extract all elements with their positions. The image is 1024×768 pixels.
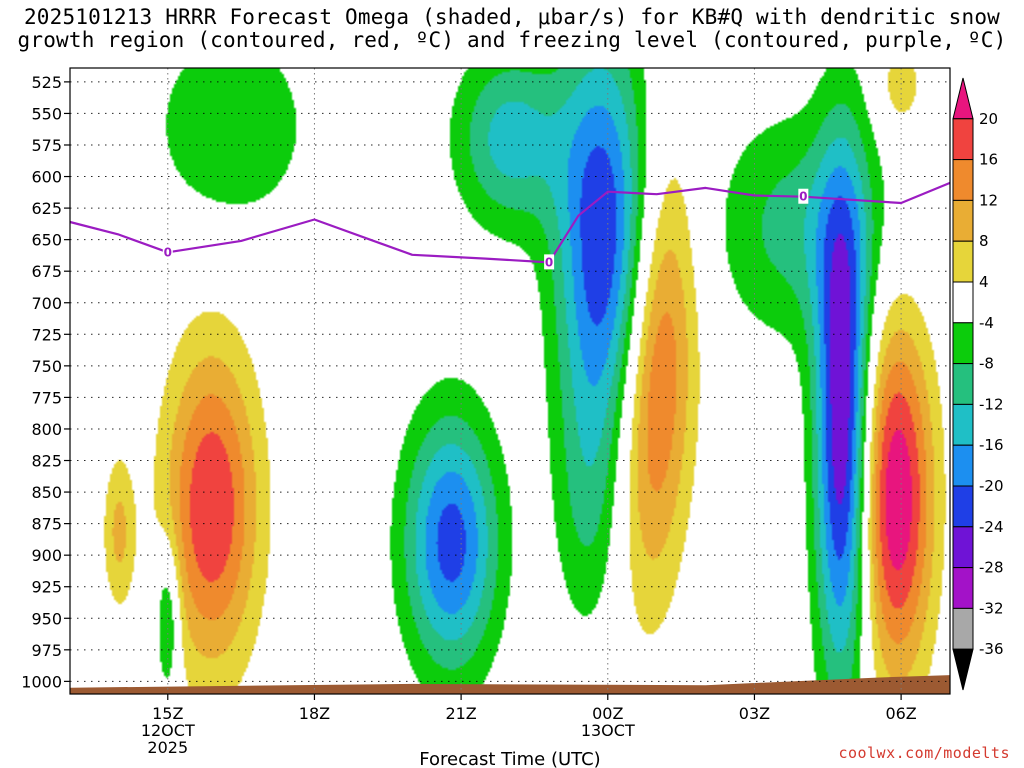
freezing-level-label-2: 0 xyxy=(799,190,807,204)
colorbar-label-3: 8 xyxy=(979,232,989,250)
x-tick-label-15Z: 15Z xyxy=(152,704,183,723)
x-tick-label-00Z: 00Z xyxy=(592,704,623,723)
colorbar-label-8: -16 xyxy=(979,436,1004,454)
freezing-level-line xyxy=(69,181,951,264)
plot-area: 0 0 0 xyxy=(69,67,951,695)
colorbar-label-13: -36 xyxy=(979,640,1004,658)
y-tick-label-950: 950 xyxy=(31,609,62,628)
y-tick-label-825: 825 xyxy=(31,452,62,471)
colorbar-bin-12 xyxy=(952,567,974,609)
colorbar-bin-8 xyxy=(952,403,974,446)
x-tick-label-21Z: 21Z xyxy=(445,704,476,723)
y-tick-label-800: 800 xyxy=(31,420,62,439)
y-tick-label-775: 775 xyxy=(31,388,62,407)
colorbar-bottom-triangle xyxy=(952,648,974,691)
colorbar-label-5: -4 xyxy=(979,314,994,332)
x-tick-label-03Z: 03Z xyxy=(739,704,770,723)
x-axis-label: Forecast Time (UTC) xyxy=(419,749,600,768)
y-tick-label-975: 975 xyxy=(31,641,62,660)
colorbar-bin-5 xyxy=(952,281,974,324)
y-tick-label-600: 600 xyxy=(31,168,62,187)
x-tick-label-18Z: 18Z xyxy=(299,704,330,723)
colorbar-bin-6 xyxy=(952,322,974,365)
freezing-level-layer: 0 0 0 xyxy=(69,181,951,270)
colorbar-label-6: -8 xyxy=(979,355,994,373)
colorbar-label-0: 20 xyxy=(979,110,998,128)
colorbar-label-7: -12 xyxy=(979,395,1004,413)
title-line-1: 2025101213 HRRR Forecast Omega (shaded, … xyxy=(23,5,1001,29)
y-axis: 525 550 575 600 625 650 675 700 725 750 775 800 825 8… xyxy=(21,73,70,691)
y-tick-label-875: 875 xyxy=(31,515,62,534)
credit-link[interactable]: coolwx.com/modelts xyxy=(838,744,1010,762)
omega-colorbar: 20 16 12 8 4 -4 -8 -12 -16 -20 -24 -28 -32 -36 xyxy=(952,77,1004,691)
y-tick-label-550: 550 xyxy=(31,104,62,123)
y-tick-label-650: 650 xyxy=(31,231,62,250)
freezing-level-label-bg-0 xyxy=(162,244,173,260)
colorbar-bin-2 xyxy=(952,159,974,201)
colorbar-label-2: 12 xyxy=(979,191,998,209)
title-line-2: growth region (contoured, red, ºC) and f… xyxy=(17,28,1007,52)
freezing-level-label-bg-1 xyxy=(544,254,555,270)
colorbar-label-12: -32 xyxy=(979,599,1004,617)
colorbar-bin-7 xyxy=(952,363,974,405)
x-tick-label-06Z: 06Z xyxy=(885,704,916,723)
y-tick-label-1000: 1000 xyxy=(21,672,62,691)
colorbar-label-1: 16 xyxy=(979,151,998,169)
y-tick-label-850: 850 xyxy=(31,483,62,502)
y-tick-label-750: 750 xyxy=(31,357,62,376)
colorbar-label-4: 4 xyxy=(979,273,989,291)
colorbar-bin-13 xyxy=(952,607,974,650)
colorbar-label-10: -24 xyxy=(979,518,1004,536)
freezing-level-label-bg-2 xyxy=(798,188,809,204)
chart-title: 2025101213 HRRR Forecast Omega (shaded, … xyxy=(0,6,1024,52)
omega-shaded-field xyxy=(70,68,950,694)
y-tick-label-900: 900 xyxy=(31,546,62,565)
terrain-area xyxy=(70,675,950,694)
colorbar-bin-3 xyxy=(952,199,974,242)
colorbar-bin-1 xyxy=(952,118,974,161)
freezing-level-label-1: 0 xyxy=(545,255,553,269)
colorbar-bin-9 xyxy=(952,444,974,487)
y-tick-label-675: 675 xyxy=(31,262,62,281)
y-tick-label-725: 725 xyxy=(31,325,62,344)
plot-frame xyxy=(69,67,951,695)
y-tick-label-925: 925 xyxy=(31,578,62,597)
y-tick-label-625: 625 xyxy=(31,199,62,218)
colorbar-label-11: -28 xyxy=(979,559,1004,577)
freezing-level-label-0: 0 xyxy=(164,245,172,259)
colorbar-bin-10 xyxy=(952,485,974,528)
colorbar-bin-11 xyxy=(952,526,974,569)
y-tick-label-575: 575 xyxy=(31,136,62,155)
x-tick-date-00Z: 13OCT xyxy=(581,721,635,740)
terrain-layer xyxy=(70,675,950,694)
colorbar-top-triangle xyxy=(952,77,974,120)
y-tick-label-700: 700 xyxy=(31,294,62,313)
x-tick-year-15Z: 2025 xyxy=(147,738,188,757)
x-tick-date-15Z: 12OCT xyxy=(141,721,195,740)
colorbar-label-9: -20 xyxy=(979,477,1004,495)
colorbar-bin-4 xyxy=(952,240,974,283)
y-tick-label-525: 525 xyxy=(31,73,62,92)
